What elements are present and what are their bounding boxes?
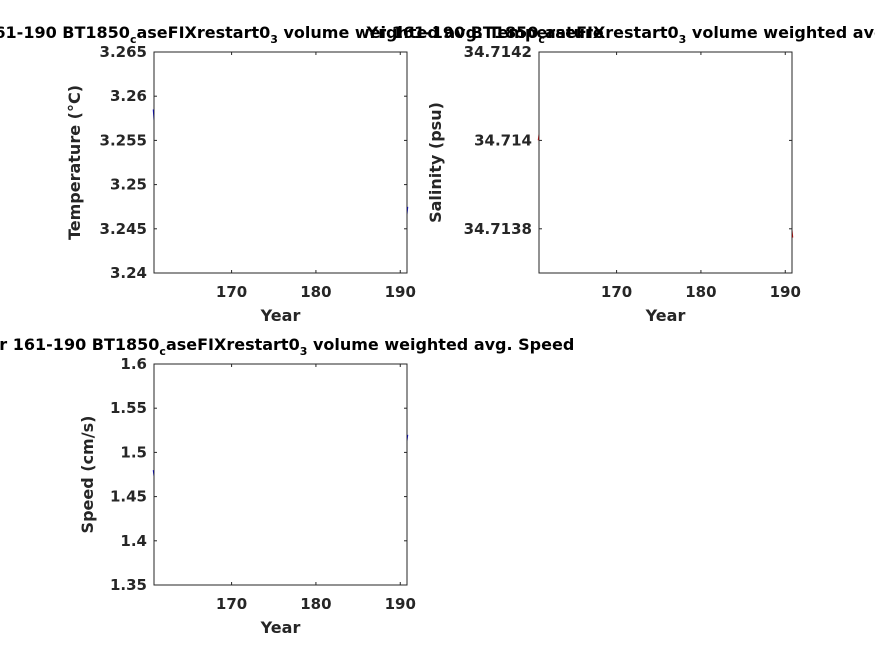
temp-y-tick-label: 3.255	[100, 131, 147, 149]
temp-y-tick-label: 3.245	[100, 220, 147, 238]
salt-chart-title: Yr 161-190 BT1850caseFIXrestart03 volume…	[366, 23, 875, 46]
speed-x-tick-label: 170	[216, 595, 247, 613]
speed-chart: 170 180 190 1.35 1.4 1.45 1.5 1.55 1.6 Year Speed …	[0, 335, 574, 637]
speed-y-tick-label: 1.5	[120, 443, 147, 461]
speed-y-tick-label: 1.4	[120, 532, 147, 550]
speed-y-tick-label: 1.6	[120, 355, 147, 373]
salt-x-tick-label: 170	[601, 283, 632, 301]
speed-chart-title: Yr 161-190 BT1850caseFIXrestart03 volume…	[0, 335, 574, 358]
temp-x-tick-label: 190	[385, 283, 416, 301]
temp-y-tick-label: 3.24	[110, 264, 147, 282]
temp-y-tick-label: 3.26	[110, 87, 147, 105]
temp-y-tick-label: 3.25	[110, 176, 147, 194]
temp-x-tick-label: 180	[300, 283, 331, 301]
salt-x-tick-label: 190	[770, 283, 801, 301]
salt-x-axis-label: Year	[645, 306, 686, 325]
temp-chart: 170 180 190 3.24 3.245 3.25 3.255 3.26 3.265 Year…	[0, 23, 604, 325]
speed-x-axis-label: Year	[260, 618, 301, 637]
speed-y-axis-label: Speed (cm/s)	[78, 416, 97, 534]
speed-x-tick-label: 190	[385, 595, 416, 613]
salt-axes-frame	[538, 51, 793, 274]
temp-y-tick-label: 3.265	[100, 43, 147, 61]
speed-y-tick-label: 1.45	[110, 488, 147, 506]
speed-y-tick-label: 1.55	[110, 399, 147, 417]
salt-y-tick-label: 34.7138	[464, 220, 532, 238]
temp-y-axis-label: Temperature (°C)	[65, 85, 84, 240]
salt-y-tick-label: 34.714	[474, 131, 532, 149]
salt-y-tick-label: 34.7142	[464, 43, 532, 61]
salt-y-axis-label: Salinity (psu)	[426, 102, 445, 223]
temp-axes-frame	[153, 51, 408, 274]
temp-x-tick-label: 170	[216, 283, 247, 301]
speed-x-tick-label: 180	[300, 595, 331, 613]
speed-axes-frame	[153, 363, 408, 586]
speed-y-tick-label: 1.35	[110, 576, 147, 594]
salt-x-tick-label: 180	[685, 283, 716, 301]
temp-chart-title: Yr 161-190 BT1850caseFIXrestart03 volume…	[0, 23, 604, 46]
temp-x-axis-label: Year	[260, 306, 301, 325]
salt-chart: 170 180 190 34.7138 34.714 34.7142 Year Salinit…	[366, 23, 875, 325]
